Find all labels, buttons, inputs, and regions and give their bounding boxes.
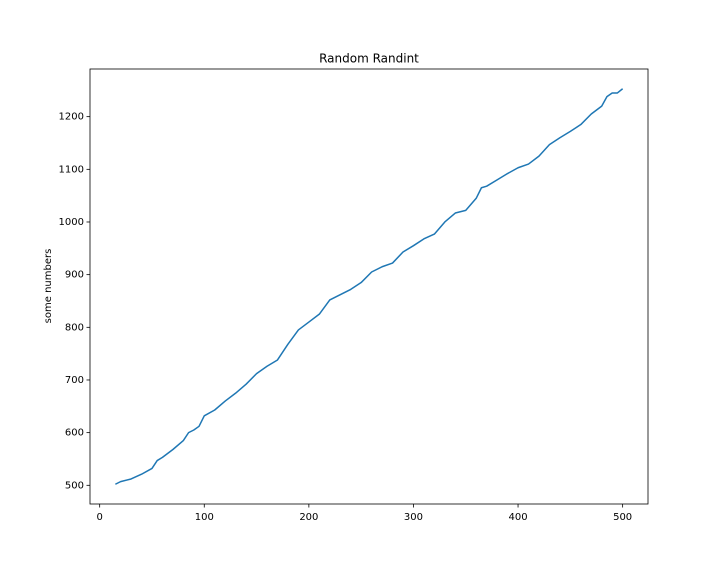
y-tick-label: 700 xyxy=(65,375,84,386)
x-tick-label: 300 xyxy=(404,512,423,523)
axes-frame xyxy=(89,68,649,505)
chart-title: Random Randint xyxy=(319,52,419,66)
y-tick-label: 800 xyxy=(65,322,84,333)
x-tick-label: 400 xyxy=(508,512,527,523)
x-tick-label: 500 xyxy=(613,512,632,523)
y-tick-label: 1100 xyxy=(59,164,84,175)
data-line xyxy=(115,88,624,485)
y-axis-label: some numbers xyxy=(43,249,54,324)
x-tick-label: 100 xyxy=(195,512,214,523)
y-tick-label: 600 xyxy=(65,428,84,439)
y-tick-label: 1000 xyxy=(59,217,84,228)
x-tick-label: 200 xyxy=(299,512,318,523)
y-tick-label: 900 xyxy=(65,270,84,281)
y-tick-label: 1200 xyxy=(59,112,84,123)
x-tick-label: 0 xyxy=(96,512,102,523)
y-tick-label: 500 xyxy=(65,480,84,491)
